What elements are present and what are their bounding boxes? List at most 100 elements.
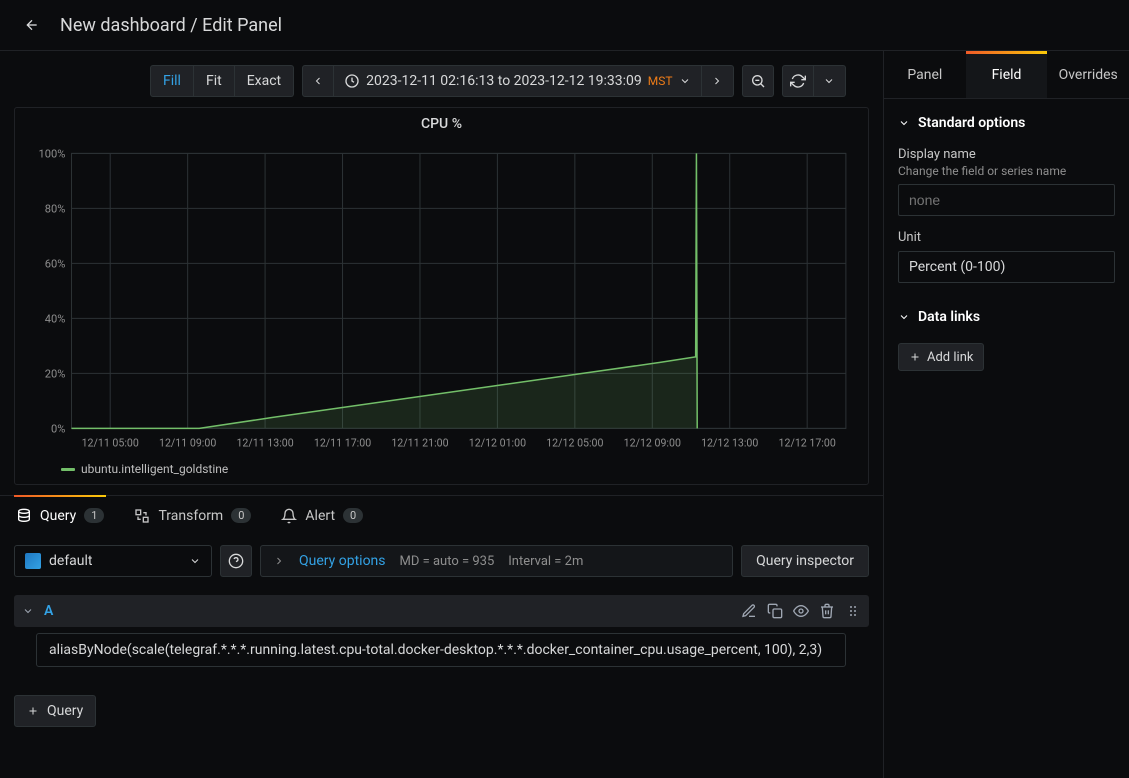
tab-panel[interactable]: Panel (884, 51, 966, 98)
tab-transform-count: 0 (231, 508, 251, 523)
breadcrumb: New dashboard / Edit Panel (60, 15, 282, 36)
unit-select[interactable]: Percent (0-100) (898, 251, 1115, 283)
chevron-down-icon (679, 75, 691, 87)
chevron-left-icon (312, 75, 324, 87)
chevron-down-icon[interactable] (22, 605, 34, 617)
datasource-help-button[interactable] (220, 545, 252, 577)
standard-options-header[interactable]: Standard options (884, 109, 1129, 137)
legend-series-name: ubuntu.intelligent_goldstine (81, 462, 228, 476)
query-delete-button[interactable] (819, 603, 835, 619)
standard-options-title: Standard options (918, 115, 1025, 131)
tab-query-count: 1 (84, 508, 104, 523)
svg-text:80%: 80% (45, 202, 66, 215)
tab-query-label: Query (40, 508, 76, 524)
svg-text:12/12 13:00: 12/12 13:00 (701, 437, 758, 450)
plus-icon (27, 705, 39, 717)
svg-text:12/12 09:00: 12/12 09:00 (624, 437, 681, 450)
svg-text:0%: 0% (51, 422, 65, 435)
svg-text:12/11 21:00: 12/11 21:00 (391, 437, 448, 450)
chevron-right-icon[interactable] (273, 555, 285, 567)
tab-query[interactable]: Query 1 (14, 496, 106, 536)
zoom-out-icon (750, 73, 766, 89)
timezone-label: MST (648, 74, 673, 88)
tab-alert-count: 0 (343, 508, 363, 523)
query-options-md: MD = auto = 935 (400, 554, 495, 569)
add-query-label: Query (47, 703, 83, 719)
time-range-text: 2023-12-11 02:16:13 to 2023-12-12 19:33:… (366, 73, 642, 89)
bell-icon (281, 508, 297, 524)
legend-swatch (61, 468, 75, 471)
query-toggle-visibility-button[interactable] (793, 603, 809, 619)
tab-alert-label: Alert (305, 508, 335, 524)
pencil-icon (741, 603, 757, 619)
question-icon (228, 553, 244, 569)
datasource-name: default (49, 553, 93, 569)
datasource-icon (25, 553, 41, 569)
view-mode-exact[interactable]: Exact (235, 65, 294, 97)
svg-text:60%: 60% (45, 257, 66, 270)
query-row-header: A (14, 595, 869, 627)
plus-icon (909, 351, 921, 363)
refresh-icon (790, 73, 806, 89)
svg-text:40%: 40% (45, 312, 66, 325)
chevron-down-icon (898, 311, 910, 323)
database-icon (16, 508, 32, 524)
arrow-left-icon (24, 17, 40, 33)
svg-text:12/12 01:00: 12/12 01:00 (469, 437, 526, 450)
svg-text:12/11 09:00: 12/11 09:00 (159, 437, 216, 450)
query-duplicate-button[interactable] (767, 603, 783, 619)
view-mode-fill[interactable]: Fill (150, 65, 194, 97)
query-edit-button[interactable] (741, 603, 757, 619)
svg-text:12/11 17:00: 12/11 17:00 (314, 437, 371, 450)
refresh-button[interactable] (782, 65, 814, 97)
chevron-down-icon (898, 117, 910, 129)
svg-text:12/11 13:00: 12/11 13:00 (236, 437, 293, 450)
chart-title: CPU % (27, 116, 856, 132)
display-name-input[interactable] (898, 184, 1115, 216)
unit-label: Unit (898, 230, 1115, 245)
query-inspector-label: Query inspector (756, 553, 854, 569)
query-text-input[interactable]: aliasByNode(scale(telegraf.*.*.*.running… (36, 633, 846, 667)
display-name-label: Display name (898, 147, 1115, 162)
svg-text:12/11 05:00: 12/11 05:00 (82, 437, 139, 450)
tab-transform[interactable]: Transform 0 (132, 496, 253, 536)
time-range-forward-button[interactable] (702, 65, 734, 97)
refresh-interval-button[interactable] (814, 65, 846, 97)
svg-text:12/12 05:00: 12/12 05:00 (546, 437, 603, 450)
view-mode-fit[interactable]: Fit (194, 65, 235, 97)
tab-transform-label: Transform (158, 508, 223, 524)
add-link-label: Add link (927, 350, 973, 365)
chevron-down-icon (189, 555, 201, 567)
datasource-select[interactable]: default (14, 545, 212, 577)
back-button[interactable] (16, 9, 48, 41)
query-options-toggle[interactable]: Query options (299, 553, 386, 569)
add-query-button[interactable]: Query (14, 695, 96, 727)
chevron-right-icon (711, 75, 723, 87)
unit-value: Percent (0-100) (909, 259, 1005, 275)
time-range-back-button[interactable] (302, 65, 334, 97)
add-link-button[interactable]: Add link (898, 343, 984, 371)
display-name-help: Change the field or series name (898, 164, 1115, 178)
data-links-title: Data links (918, 309, 980, 325)
query-id: A (44, 603, 53, 619)
view-mode-group: Fill Fit Exact (150, 65, 294, 97)
svg-text:100%: 100% (39, 147, 66, 160)
time-range-picker[interactable]: 2023-12-11 02:16:13 to 2023-12-12 19:33:… (334, 65, 701, 97)
chart-panel: CPU % 0%20%40%60%80%100%12/11 05:0012/11… (14, 107, 869, 485)
query-drag-handle[interactable] (845, 603, 861, 619)
eye-icon (793, 603, 809, 619)
clock-icon (344, 73, 360, 89)
chevron-down-icon (823, 75, 835, 87)
tab-overrides[interactable]: Overrides (1047, 51, 1129, 98)
svg-text:12/12 17:00: 12/12 17:00 (779, 437, 836, 450)
query-inspector-button[interactable]: Query inspector (741, 545, 869, 577)
cpu-chart[interactable]: 0%20%40%60%80%100%12/11 05:0012/11 09:00… (27, 138, 856, 460)
tab-field[interactable]: Field (966, 51, 1048, 98)
transform-icon (134, 508, 150, 524)
grip-icon (845, 603, 861, 619)
copy-icon (767, 603, 783, 619)
tab-alert[interactable]: Alert 0 (279, 496, 365, 536)
query-options-interval: Interval = 2m (508, 554, 583, 569)
zoom-out-button[interactable] (742, 65, 774, 97)
data-links-header[interactable]: Data links (884, 303, 1129, 331)
